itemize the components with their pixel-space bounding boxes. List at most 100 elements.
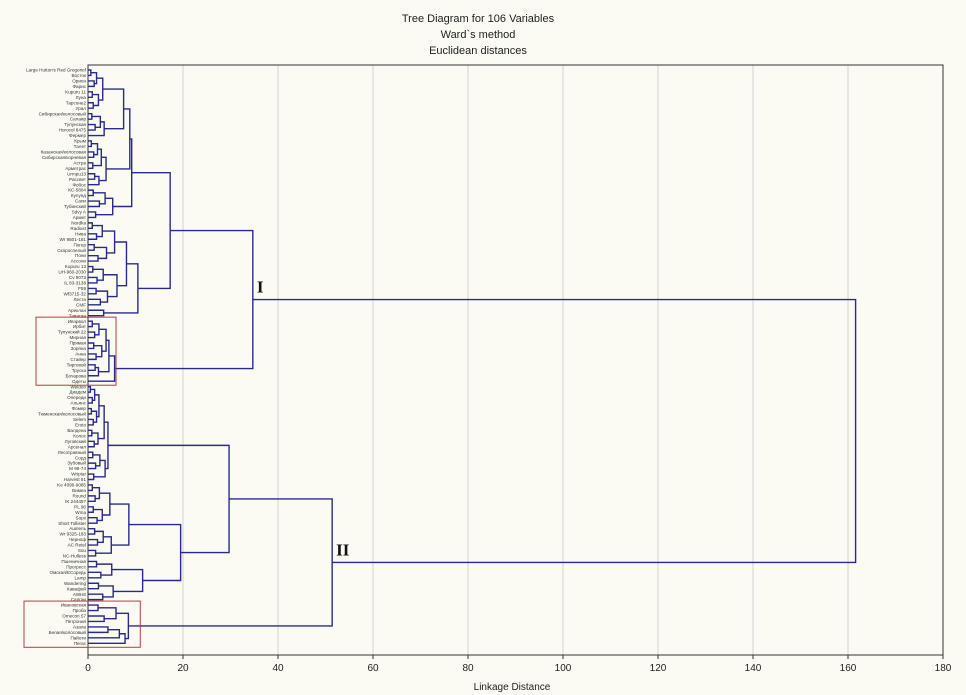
leaf-label: Фарис	[73, 84, 87, 89]
link-m84	[94, 530, 104, 543]
link-m30	[92, 224, 103, 238]
leaf-label: Бочарова	[66, 373, 87, 378]
leaf-label: Черноф	[69, 537, 86, 542]
leaf-label: Крым	[74, 139, 86, 144]
link-m28	[88, 222, 93, 230]
cluster-label-II: II	[336, 540, 350, 559]
leaf-label: Ашпель	[69, 526, 86, 531]
leaf-label: Проба	[73, 608, 87, 613]
leaf-label: Погер	[73, 242, 86, 247]
leaf-label: Тулунская	[64, 122, 86, 127]
leaf-label: Урал	[75, 106, 86, 111]
leaf-label: КС-5804	[68, 188, 86, 193]
link-m33	[94, 246, 108, 260]
leaf-label: Eroto	[75, 423, 86, 428]
leaf-label: Зубовый	[67, 460, 86, 466]
link-m95	[128, 523, 182, 582]
link-m38	[88, 287, 97, 295]
link-m89	[88, 571, 102, 579]
link-m105	[252, 298, 857, 564]
link-m20	[102, 88, 125, 130]
link-m25	[88, 211, 97, 219]
link-m69	[88, 451, 94, 459]
gridlines	[182, 65, 849, 655]
leaf-label: Ассоли	[71, 259, 87, 264]
link-m48	[92, 323, 100, 336]
link-m77	[92, 486, 101, 500]
leaf-label: Nordka	[71, 220, 86, 225]
leaf-label: Wr 9501-181	[60, 237, 87, 242]
link-m43	[88, 309, 105, 317]
leaf-label: Валдена	[67, 428, 86, 433]
cluster-label-I: I	[257, 278, 264, 297]
link-m78	[88, 506, 94, 513]
x-axis-label: Linkage Distance	[474, 682, 551, 693]
link-m63	[91, 410, 98, 423]
leaf-label: Weldon	[71, 384, 87, 389]
link-m50	[88, 353, 97, 361]
link-m100	[88, 626, 109, 634]
link-m53	[88, 364, 96, 371]
link-m97	[88, 604, 99, 612]
link-m104	[128, 498, 333, 627]
leaf-label: Салаир	[70, 117, 87, 122]
link-m37	[92, 268, 104, 281]
leaf-label: Фермер	[69, 133, 86, 138]
link-m91	[88, 582, 100, 590]
leaf-label: Harvest 81	[64, 477, 87, 482]
link-m03	[88, 91, 93, 98]
leaf-label: Фомер	[72, 406, 87, 411]
link-m08	[88, 112, 93, 120]
leaf-label: Lamp	[75, 575, 87, 580]
link-m98	[88, 615, 105, 623]
link-m70	[88, 462, 97, 470]
link-m67	[91, 432, 99, 445]
leaf-label: Kupuru 13	[65, 264, 87, 269]
leaf-label: Рассвет	[69, 177, 87, 182]
link-m72	[88, 473, 95, 481]
link-m93	[98, 585, 114, 598]
leaf-label: Sou	[78, 548, 87, 553]
leaf-label: Петрония	[65, 619, 86, 624]
highlight-boxes	[23, 316, 141, 648]
leaf-label: CMF	[76, 302, 86, 307]
leaf-label: Луна	[76, 95, 87, 100]
leaf-label: Лесотравный	[58, 449, 87, 455]
leaf-label: Мирная	[69, 335, 86, 340]
x-tick-label-20: 20	[177, 663, 189, 674]
link-m46	[88, 320, 93, 328]
link-m23	[88, 200, 101, 208]
leaf-label: Белая/колосовый	[49, 629, 87, 635]
leaf-label: Short Tollister	[58, 521, 86, 526]
leaf-label: Cv 9073	[69, 275, 87, 280]
leaf-label: Urmpu13	[67, 171, 86, 176]
leaf-label: Тулунский 22	[58, 329, 87, 335]
leaf-label: AWH8	[73, 592, 87, 597]
link-m66	[88, 440, 95, 448]
link-m52	[98, 328, 107, 352]
leaf-label: F59	[78, 286, 86, 291]
leaf-label: Вимеа	[72, 488, 86, 493]
link-m02	[88, 80, 95, 88]
link-m71	[92, 454, 101, 467]
link-m31	[88, 244, 95, 251]
x-tick-label-100: 100	[555, 663, 572, 674]
link-m36	[88, 276, 98, 284]
link-m103	[116, 612, 130, 640]
leaf-label: Скороспелый	[57, 247, 86, 253]
leaf-label: Large Hutton's Red Gregorief	[26, 68, 87, 73]
leaf-label: Сибирская/корневая	[42, 155, 87, 160]
leaf-label: Анна	[75, 352, 86, 357]
leaf-label: Wr 9325-183	[60, 532, 87, 537]
link-m54	[88, 366, 100, 377]
cluster-labels: III	[257, 278, 350, 560]
link-m90	[96, 563, 113, 576]
leaf-label: Арметрас	[65, 166, 86, 171]
link-m92	[88, 593, 104, 601]
leaf-label: Пони	[75, 253, 86, 258]
leaf-label: Тирговой	[67, 361, 87, 367]
link-m76	[88, 495, 96, 503]
leaf-label: Ивановская	[61, 603, 87, 608]
leaf-label: Sopx	[76, 515, 87, 520]
leaf-label: Horocol 8475	[59, 128, 87, 133]
